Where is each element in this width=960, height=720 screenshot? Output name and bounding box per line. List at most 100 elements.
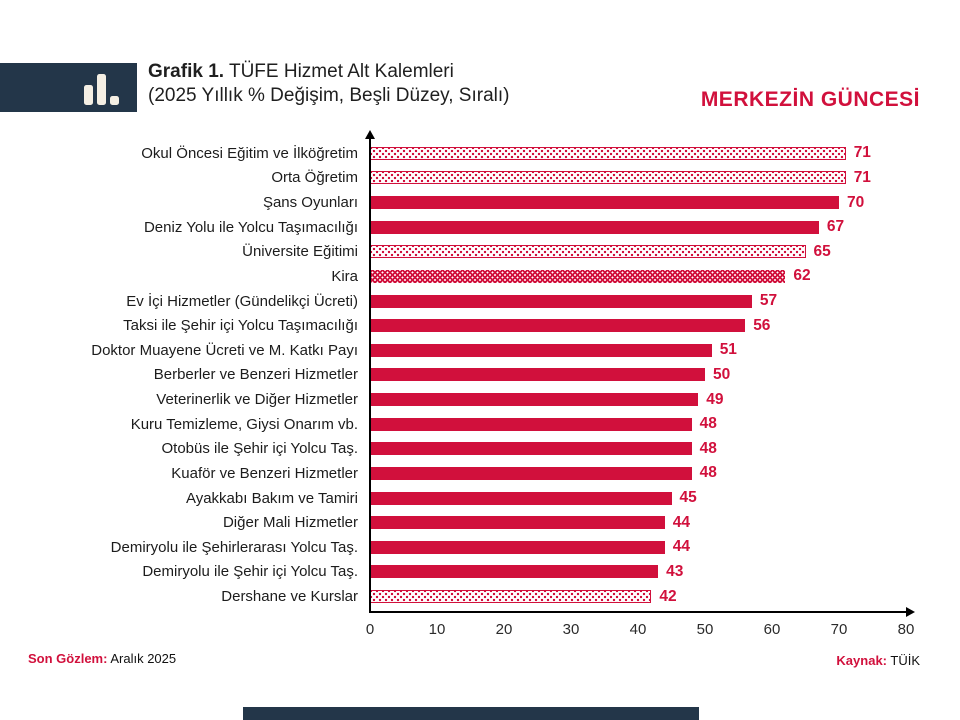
category-label: Ev İçi Hizmetler (Gündelikçi Ücreti) (126, 292, 358, 310)
x-tick-label: 0 (365, 621, 375, 638)
bar-zone: 48 (370, 440, 717, 458)
bar-zone: 62 (370, 267, 811, 285)
bar-value-label: 50 (713, 365, 731, 383)
source-label: Kaynak: (836, 653, 887, 668)
x-axis-line (369, 611, 908, 613)
bar (370, 343, 712, 357)
bar (370, 466, 692, 480)
bar-zone: 70 (370, 194, 864, 212)
bar-row: Şans Oyunları 70 (0, 190, 960, 215)
category-label: Okul Öncesi Eğitim ve İlköğretim (141, 144, 358, 162)
chart-subtitle: (2025 Yıllık % Değişim, Beşli Düzey, Sır… (148, 85, 510, 106)
category-label: Ayakkabı Bakım ve Tamiri (185, 489, 358, 507)
bar-row: Ayakkabı Bakım ve Tamiri 45 (0, 486, 960, 511)
last-observation-note: Son Gözlem: Aralık 2025 (28, 651, 176, 666)
bar-zone: 51 (370, 341, 737, 359)
bar-chart-icon-bar (110, 96, 119, 105)
x-axis-arrow-icon (906, 607, 915, 617)
bar-value-label: 71 (853, 168, 871, 186)
bar-value-label: 43 (666, 562, 684, 580)
bar-row: Doktor Muayene Ücreti ve M. Katkı Payı 51 (0, 338, 960, 363)
bar (370, 565, 659, 579)
last-observation-value: Aralık 2025 (107, 651, 177, 666)
bar (370, 146, 846, 160)
category-label: Deniz Yolu ile Yolcu Taşımacılığı (143, 218, 358, 236)
bar-value-label: 62 (793, 267, 811, 285)
category-label: Dershane ve Kurslar (221, 588, 358, 606)
bar (370, 417, 692, 431)
category-label: Berberler ve Benzeri Hizmetler (153, 366, 358, 384)
bar-value-label: 57 (759, 292, 778, 310)
category-label: Doktor Muayene Ücreti ve M. Katkı Payı (91, 341, 358, 359)
bar (370, 491, 672, 505)
chart-title: Grafik 1. TÜFE Hizmet Alt Kalemleri (202… (148, 60, 509, 108)
chart-title-line1: Grafik 1. TÜFE Hizmet Alt Kalemleri (148, 60, 509, 84)
bar (370, 294, 752, 308)
bar-row: Dershane ve Kurslar 42 (0, 584, 960, 609)
category-label: Üniversite Eğitimi (242, 243, 358, 261)
bar-value-label: 42 (659, 587, 677, 605)
category-label: Diğer Mali Hizmetler (222, 514, 358, 532)
bar-row: Kuru Temizleme, Giysi Onarım vb. 48 (0, 412, 960, 437)
bar-row: Berberler ve Benzeri Hizmetler 50 (0, 363, 960, 388)
bar-row: Demiryolu ile Şehirlerarası Yolcu Taş. 44 (0, 535, 960, 560)
bar (370, 368, 705, 382)
category-label: Otobüs ile Şehir içi Yolcu Taş. (161, 440, 358, 458)
bar-zone: 48 (370, 464, 717, 482)
bar-value-label: 67 (826, 218, 845, 236)
bar (370, 442, 692, 456)
y-axis-line (369, 137, 371, 612)
footer-accent-bar (243, 707, 699, 720)
category-label: Taksi ile Şehir içi Yolcu Taşımacılığı (123, 317, 358, 335)
x-tick-label: 20 (495, 621, 513, 638)
bar-zone: 49 (370, 391, 724, 409)
bar (370, 220, 819, 234)
source-note: Kaynak: TÜİK (836, 653, 920, 668)
bar-value-label: 48 (699, 439, 717, 457)
bar (370, 319, 746, 333)
bar-row: Deniz Yolu ile Yolcu Taşımacılığı 67 (0, 215, 960, 240)
bar-zone: 56 (370, 317, 770, 335)
category-label: Kuaför ve Benzeri Hizmetler (171, 464, 358, 482)
bar-row: Veterinerlik ve Diğer Hizmetler 49 (0, 387, 960, 412)
bar-zone: 43 (370, 563, 683, 581)
bar-zone: 44 (370, 538, 690, 556)
bar (370, 269, 786, 283)
bar-zone: 65 (370, 243, 831, 261)
category-label: Demiryolu ile Şehirlerarası Yolcu Taş. (110, 538, 358, 556)
bar-zone: 50 (370, 366, 730, 384)
chart-title-text: TÜFE Hizmet Alt Kalemleri (224, 61, 454, 82)
bar-zone: 71 (370, 169, 871, 187)
source-value: TÜİK (887, 653, 920, 668)
bar-value-label: 48 (699, 464, 717, 482)
bar (370, 540, 665, 554)
bar-row: Ev İçi Hizmetler (Gündelikçi Ücreti) 57 (0, 289, 960, 314)
category-label: Şans Oyunları (262, 194, 358, 212)
bar-zone: 42 (370, 588, 677, 606)
bar-value-label: 65 (813, 242, 831, 260)
bar-zone: 71 (370, 144, 871, 162)
bar-value-label: 51 (719, 341, 737, 359)
bar-chart-icon (84, 74, 119, 105)
bar-value-label: 44 (672, 513, 691, 531)
bar-row: Orta Öğretim 71 (0, 166, 960, 191)
bar-zone: 44 (370, 514, 690, 532)
category-label: Veterinerlik ve Diğer Hizmetler (156, 391, 358, 409)
bar (370, 590, 652, 604)
x-tick-label: 80 (897, 621, 915, 638)
bar-row: Diğer Mali Hizmetler 44 (0, 510, 960, 535)
bar-zone: 57 (370, 292, 777, 310)
bar-value-label: 56 (753, 316, 771, 334)
bar-row: Otobüs ile Şehir içi Yolcu Taş. 48 (0, 437, 960, 462)
brand-name: MERKEZİN GÜNCESİ (700, 88, 920, 111)
bar-chart-icon-bar (84, 85, 93, 105)
chart-title-number: Grafik 1. (148, 61, 225, 82)
bar (370, 393, 699, 407)
y-axis-arrow-icon (365, 130, 375, 139)
bar-value-label: 48 (699, 415, 717, 433)
category-label: Demiryolu ile Şehir içi Yolcu Taş. (142, 563, 358, 581)
bar-value-label: 44 (672, 538, 691, 556)
x-tick-label: 70 (830, 621, 848, 638)
bar-value-label: 71 (853, 144, 871, 162)
